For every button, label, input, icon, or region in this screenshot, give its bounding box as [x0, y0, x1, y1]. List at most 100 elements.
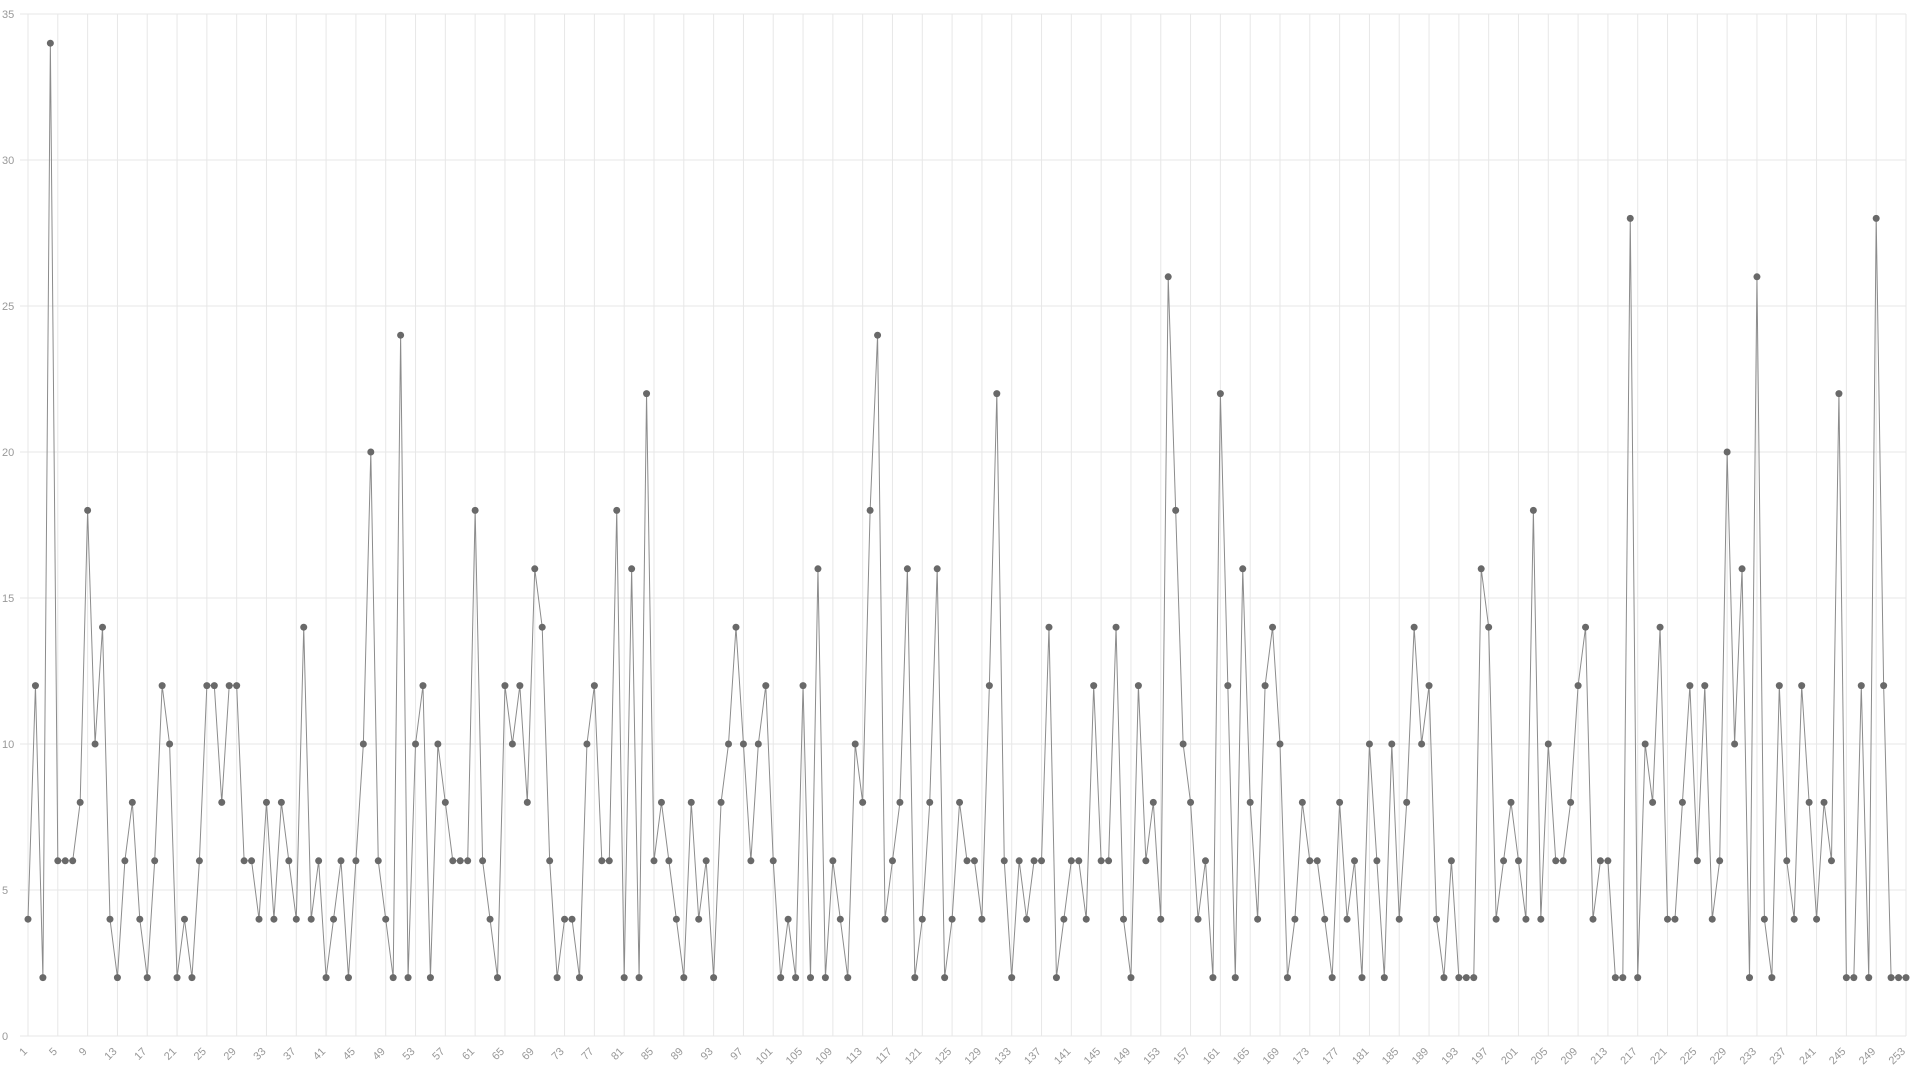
data-point[interactable]: [784, 915, 792, 923]
data-point[interactable]: [270, 915, 278, 923]
data-point[interactable]: [1246, 798, 1254, 806]
data-point[interactable]: [1067, 857, 1075, 865]
data-point[interactable]: [1760, 915, 1768, 923]
data-point[interactable]: [792, 974, 800, 982]
data-point[interactable]: [181, 915, 188, 923]
data-point[interactable]: [1283, 974, 1291, 982]
data-point[interactable]: [605, 857, 613, 865]
data-point[interactable]: [1425, 682, 1433, 690]
data-point[interactable]: [203, 682, 211, 690]
data-point[interactable]: [1388, 740, 1396, 748]
data-point[interactable]: [210, 682, 218, 690]
data-point[interactable]: [963, 857, 971, 865]
data-point[interactable]: [240, 857, 248, 865]
data-point[interactable]: [300, 623, 308, 631]
data-point[interactable]: [680, 974, 688, 982]
data-point[interactable]: [583, 740, 591, 748]
data-point[interactable]: [479, 857, 487, 865]
data-point[interactable]: [561, 915, 569, 923]
data-point[interactable]: [494, 974, 501, 982]
data-point[interactable]: [1552, 857, 1560, 865]
data-point[interactable]: [54, 857, 62, 865]
data-point[interactable]: [911, 974, 919, 982]
data-point[interactable]: [158, 682, 166, 690]
data-point[interactable]: [1433, 915, 1440, 923]
data-point[interactable]: [903, 565, 911, 573]
data-point[interactable]: [1134, 682, 1142, 690]
data-point[interactable]: [1619, 974, 1627, 982]
data-point[interactable]: [434, 740, 442, 748]
data-point[interactable]: [1231, 974, 1239, 982]
data-point[interactable]: [1447, 857, 1455, 865]
data-point[interactable]: [1604, 857, 1612, 865]
data-point[interactable]: [315, 857, 323, 865]
data-point[interactable]: [91, 740, 99, 748]
data-point[interactable]: [166, 740, 174, 748]
data-point[interactable]: [248, 857, 256, 865]
data-point[interactable]: [874, 331, 882, 339]
data-point[interactable]: [1008, 974, 1016, 982]
data-point[interactable]: [121, 857, 129, 865]
data-point[interactable]: [456, 857, 464, 865]
data-point[interactable]: [389, 974, 397, 982]
data-point[interactable]: [739, 740, 747, 748]
data-point[interactable]: [926, 798, 934, 806]
data-point[interactable]: [1343, 915, 1351, 923]
data-point[interactable]: [665, 857, 673, 865]
data-point[interactable]: [1440, 974, 1448, 982]
data-point[interactable]: [1827, 857, 1835, 865]
data-point[interactable]: [1239, 565, 1247, 573]
data-point[interactable]: [1023, 915, 1031, 923]
data-point[interactable]: [1589, 915, 1597, 923]
data-point[interactable]: [397, 331, 405, 339]
data-point[interactable]: [1731, 740, 1739, 748]
data-point[interactable]: [1805, 798, 1813, 806]
data-point[interactable]: [1164, 273, 1172, 281]
data-point[interactable]: [762, 682, 770, 690]
data-point[interactable]: [1261, 682, 1269, 690]
data-point[interactable]: [702, 857, 710, 865]
data-point[interactable]: [1209, 974, 1217, 982]
data-point[interactable]: [985, 682, 993, 690]
data-point[interactable]: [598, 857, 606, 865]
data-point[interactable]: [1857, 682, 1865, 690]
data-point[interactable]: [1813, 915, 1821, 923]
data-point[interactable]: [1902, 974, 1910, 982]
data-point[interactable]: [1142, 857, 1150, 865]
data-point[interactable]: [1052, 974, 1060, 982]
data-point[interactable]: [1038, 857, 1046, 865]
data-point[interactable]: [993, 390, 1001, 398]
data-point[interactable]: [1462, 974, 1470, 982]
data-point[interactable]: [1596, 857, 1604, 865]
data-point[interactable]: [1522, 915, 1530, 923]
data-point[interactable]: [896, 798, 904, 806]
data-point[interactable]: [956, 798, 964, 806]
data-point[interactable]: [657, 798, 665, 806]
data-point[interactable]: [486, 915, 494, 923]
data-point[interactable]: [1306, 857, 1314, 865]
data-point[interactable]: [1514, 857, 1522, 865]
data-point[interactable]: [836, 915, 844, 923]
data-point[interactable]: [1768, 974, 1776, 982]
data-point[interactable]: [1559, 857, 1567, 865]
data-point[interactable]: [1842, 974, 1850, 982]
data-point[interactable]: [188, 974, 196, 982]
data-point[interactable]: [39, 974, 47, 982]
data-point[interactable]: [1835, 390, 1843, 398]
data-point[interactable]: [136, 915, 144, 923]
data-point[interactable]: [1298, 798, 1306, 806]
data-point[interactable]: [635, 974, 643, 982]
data-point[interactable]: [508, 740, 516, 748]
data-point[interactable]: [151, 857, 159, 865]
data-point[interactable]: [1254, 915, 1262, 923]
data-point[interactable]: [1656, 623, 1664, 631]
data-point[interactable]: [46, 39, 54, 47]
data-point[interactable]: [881, 915, 889, 923]
data-point[interactable]: [330, 915, 338, 923]
data-point[interactable]: [218, 798, 226, 806]
data-point[interactable]: [1358, 974, 1366, 982]
data-point[interactable]: [1738, 565, 1746, 573]
data-point[interactable]: [1716, 857, 1724, 865]
data-point[interactable]: [754, 740, 762, 748]
data-point[interactable]: [76, 798, 84, 806]
